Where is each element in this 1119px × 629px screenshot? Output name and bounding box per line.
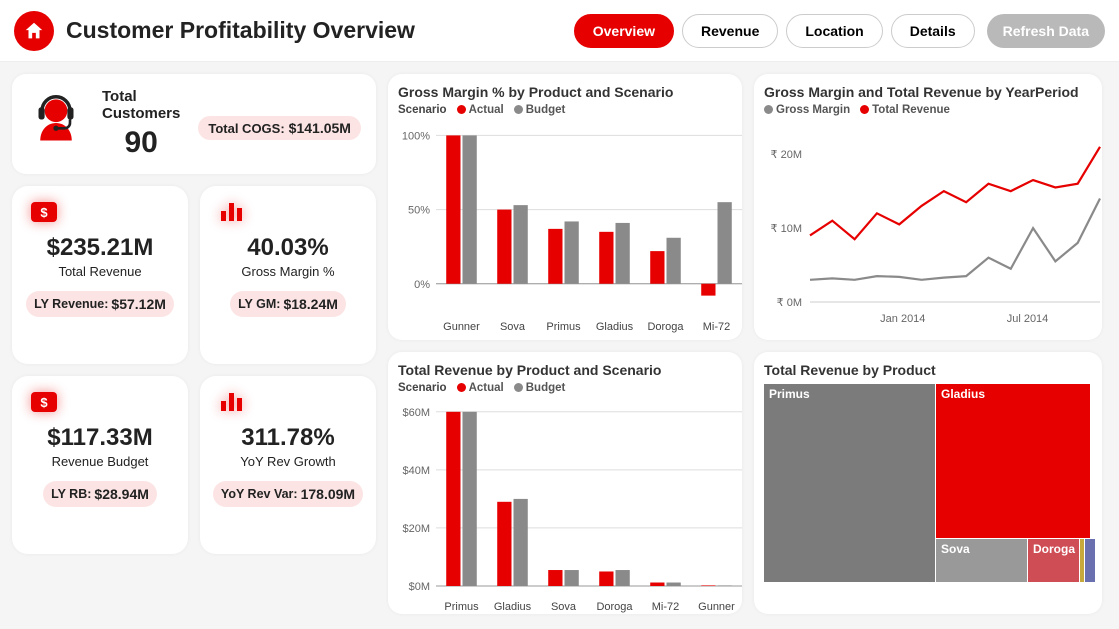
chart-title: Total Revenue by Product and Scenario	[398, 362, 738, 378]
kpi-card: 40.03% Gross Margin % LY GM:$18.24M	[200, 186, 376, 364]
chart-legend: Gross Margin Total Revenue	[764, 104, 1098, 116]
chart-gross-margin-pct: Gross Margin % by Product and Scenario S…	[388, 74, 742, 340]
kpi-value: $117.33M	[47, 424, 152, 452]
svg-text:₹ 20M: ₹ 20M	[771, 149, 802, 161]
svg-text:50%: 50%	[408, 205, 430, 217]
chart-rev-svg: $0M $20M $40M $60M Primus Gladius Sova Doroga Mi…	[398, 394, 748, 616]
kpi-card: $ $235.21M Total Revenue LY Revenue:$57.12M	[12, 186, 188, 364]
chart-total-revenue-product: Total Revenue by Product and Scenario Sc…	[388, 352, 742, 614]
chart-legend: Scenario Actual Budget	[398, 104, 738, 116]
kpi-pill: LY RB:$28.94M	[43, 481, 157, 507]
total-customers-card: Total Customers 90 Total COGS: $141.05M	[12, 74, 376, 174]
svg-text:Doroga: Doroga	[596, 601, 633, 613]
refresh-data-button[interactable]: Refresh Data	[987, 14, 1105, 48]
header-bar: Customer Profitability Overview Overview…	[0, 0, 1119, 62]
right-column: Gross Margin and Total Revenue by YearPe…	[754, 74, 1102, 614]
svg-text:0%: 0%	[414, 279, 430, 291]
nav-tab-revenue[interactable]: Revenue	[682, 14, 778, 48]
kpi-label: Revenue Budget	[52, 454, 149, 469]
kpi-value: $235.21M	[47, 234, 154, 262]
kpi-value: 40.03%	[247, 234, 328, 262]
page-title: Customer Profitability Overview	[66, 17, 566, 44]
total-cogs-value: $141.05M	[289, 120, 351, 136]
nav-tab-details[interactable]: Details	[891, 14, 975, 48]
chart-title: Gross Margin and Total Revenue by YearPe…	[764, 84, 1098, 100]
money-icon: $	[30, 388, 58, 416]
total-cogs-label: Total COGS:	[208, 121, 284, 136]
kpi-label: YoY Rev Growth	[240, 454, 335, 469]
kpi-pill: LY GM:$18.24M	[230, 291, 346, 317]
total-cogs-pill: Total COGS: $141.05M	[198, 116, 361, 140]
treemap-card: Total Revenue by Product PrimusGladiusSo…	[754, 352, 1102, 614]
kpi-label: Total Revenue	[58, 264, 141, 279]
bar-chart-icon	[218, 388, 246, 416]
chart-legend: Scenario Actual Budget	[398, 382, 738, 394]
svg-text:Sova: Sova	[500, 321, 526, 333]
kpi-pill: YoY Rev Var:178.09M	[213, 481, 363, 507]
kpi-card: 311.78% YoY Rev Growth YoY Rev Var:178.09M	[200, 376, 376, 554]
headset-icon	[28, 88, 84, 144]
kpi-card: $ $117.33M Revenue Budget LY RB:$28.94M	[12, 376, 188, 554]
chart-line-yearperiod: Gross Margin and Total Revenue by YearPe…	[754, 74, 1102, 340]
dashboard-content: Total Customers 90 Total COGS: $141.05M …	[0, 62, 1119, 626]
svg-text:Mi-72: Mi-72	[652, 601, 680, 613]
money-icon: $	[30, 198, 58, 226]
treemap-cell[interactable]: Doroga	[1028, 539, 1080, 582]
bar-chart-icon	[218, 198, 246, 226]
svg-text:Gladius: Gladius	[494, 601, 532, 613]
chart-title: Gross Margin % by Product and Scenario	[398, 84, 738, 100]
svg-text:Gunner: Gunner	[443, 321, 480, 333]
svg-text:Sova: Sova	[551, 601, 577, 613]
home-icon[interactable]	[14, 11, 54, 51]
svg-text:Jan 2014: Jan 2014	[880, 313, 925, 325]
svg-text:$20M: $20M	[402, 523, 430, 535]
kpi-pill: LY Revenue:$57.12M	[26, 291, 174, 317]
svg-text:Jul 2014: Jul 2014	[1007, 313, 1049, 325]
chart-title: Total Revenue by Product	[764, 362, 1098, 378]
treemap-cell[interactable]: Gladius	[936, 384, 1090, 539]
kpi-label: Gross Margin %	[241, 264, 334, 279]
svg-text:$0M: $0M	[409, 581, 430, 593]
svg-text:Primus: Primus	[444, 601, 479, 613]
total-customers-label: Total Customers	[102, 88, 180, 122]
svg-text:₹ 0M: ₹ 0M	[777, 297, 802, 309]
kpi-value: 311.78%	[241, 424, 334, 452]
left-column: Total Customers 90 Total COGS: $141.05M …	[12, 74, 376, 614]
chart-line-svg: ₹ 0M ₹ 10M ₹ 20M Jan 2014 Jul 2014	[764, 116, 1108, 338]
svg-text:Gladius: Gladius	[596, 321, 634, 333]
svg-text:$40M: $40M	[402, 465, 430, 477]
chart-gm-svg: 0% 50% 100% Gunner Sova Primus Gladius Doroga Mi…	[398, 116, 748, 340]
svg-text:Gunner: Gunner	[698, 601, 735, 613]
svg-text:100%: 100%	[402, 130, 430, 142]
nav-tab-location[interactable]: Location	[786, 14, 882, 48]
svg-text:Primus: Primus	[546, 321, 581, 333]
treemap-cell[interactable]: Primus	[764, 384, 936, 582]
treemap-cell[interactable]	[1085, 539, 1095, 582]
middle-column: Gross Margin % by Product and Scenario S…	[388, 74, 742, 614]
svg-text:₹ 10M: ₹ 10M	[771, 223, 802, 235]
treemap: PrimusGladiusSovaDoroga	[764, 384, 1090, 582]
svg-text:Mi-72: Mi-72	[703, 321, 731, 333]
treemap-cell[interactable]: Sova	[936, 539, 1028, 582]
svg-text:$60M: $60M	[402, 407, 430, 419]
svg-text:Doroga: Doroga	[647, 321, 684, 333]
nav-tab-overview[interactable]: Overview	[574, 14, 674, 48]
kpi-grid: $ $235.21M Total Revenue LY Revenue:$57.12M…	[12, 186, 376, 554]
total-customers-value: 90	[102, 126, 180, 160]
